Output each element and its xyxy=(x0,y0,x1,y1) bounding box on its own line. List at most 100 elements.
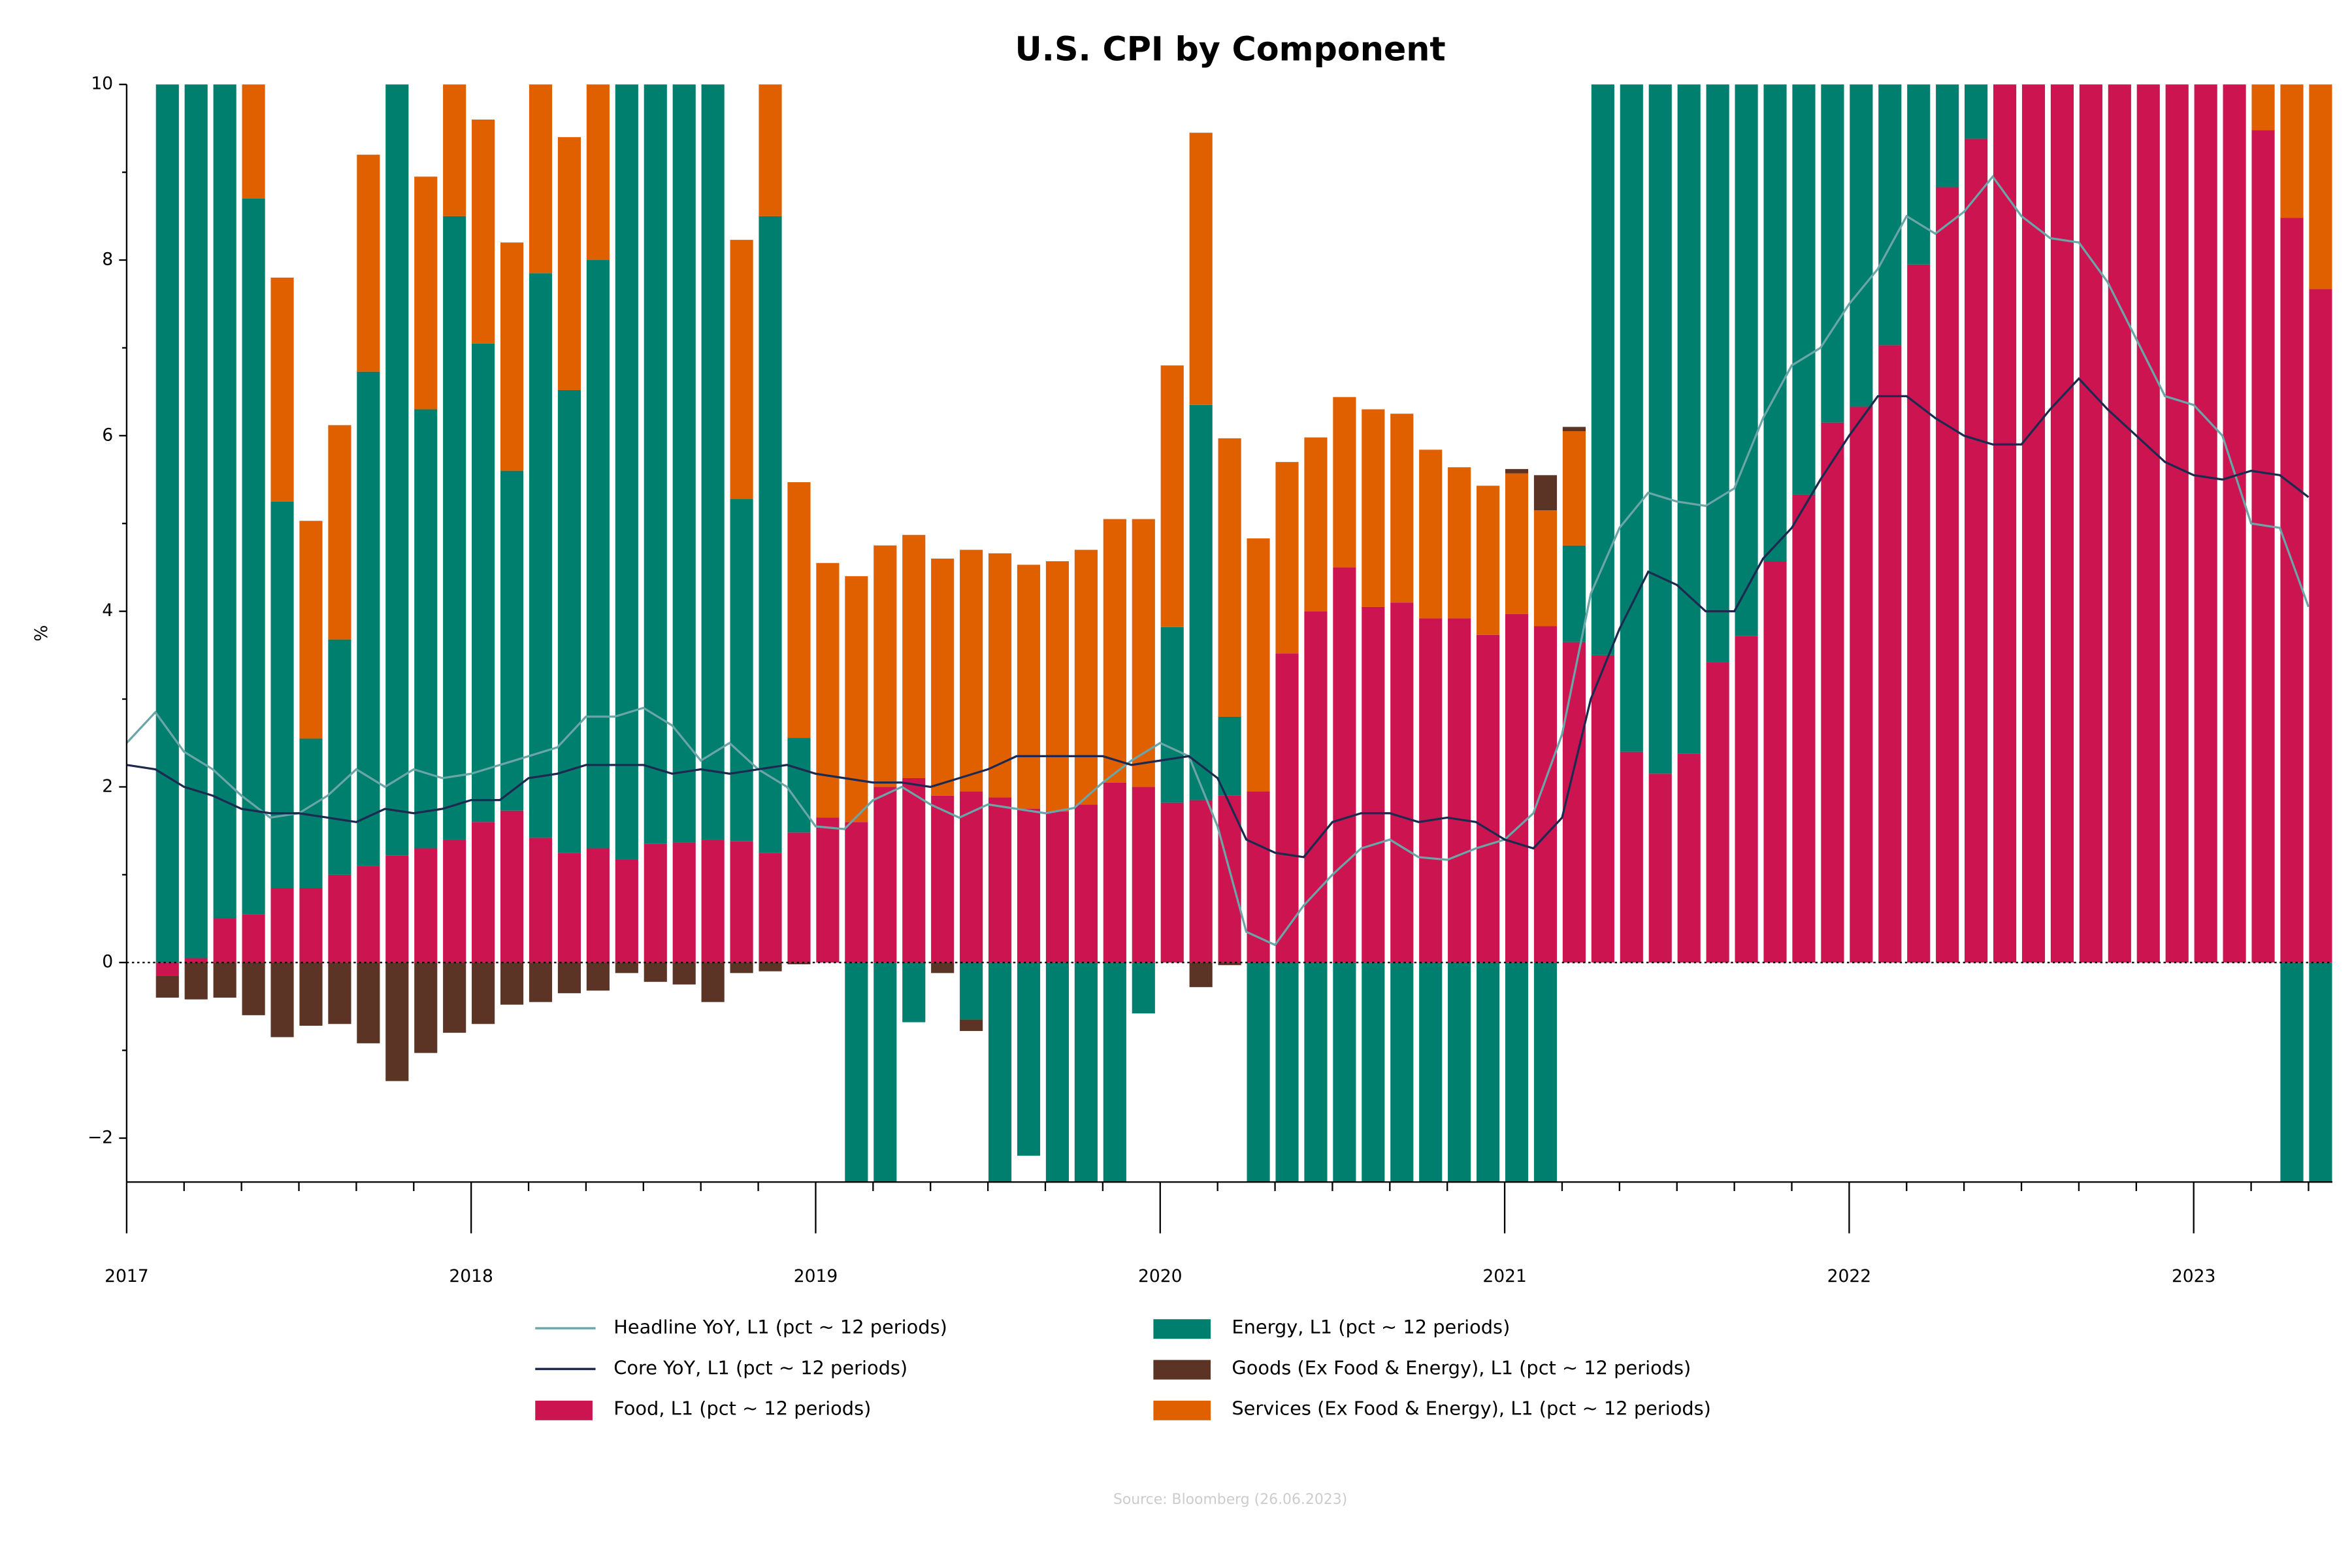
bar-segment xyxy=(1735,84,1758,636)
y-tick-label: 6 xyxy=(102,425,113,445)
bar-segment xyxy=(529,273,553,838)
bar-segment xyxy=(1505,962,1529,1183)
bar-segment xyxy=(2251,84,2275,131)
bar-segment xyxy=(672,962,696,985)
bar-segment xyxy=(759,216,782,853)
bar-segment xyxy=(270,277,294,502)
bar-segment xyxy=(1505,613,1529,963)
bar-segment xyxy=(1304,611,1328,963)
bar-segment xyxy=(500,810,524,963)
bar-segment xyxy=(874,787,897,963)
bar-segment xyxy=(2079,84,2102,963)
bar-segment xyxy=(155,84,179,963)
bar-segment xyxy=(672,84,696,843)
bar-segment xyxy=(1275,653,1299,963)
series-line xyxy=(126,377,2310,858)
bar-segment xyxy=(586,84,610,261)
bar-segment xyxy=(472,822,495,963)
bar-segment xyxy=(845,576,868,823)
bar-segment xyxy=(1936,84,1959,188)
bar-segment xyxy=(472,343,495,823)
bar-segment xyxy=(759,962,782,972)
bar-segment xyxy=(1562,545,1586,642)
bar-segment xyxy=(787,738,811,833)
bar-segment xyxy=(1677,753,1701,963)
bar-segment xyxy=(557,962,581,994)
bar-segment xyxy=(1045,561,1070,812)
bar-segment xyxy=(1419,449,1443,619)
bar-segment xyxy=(902,777,926,963)
bar-segment xyxy=(1591,655,1614,963)
bar-segment xyxy=(1505,473,1529,614)
bar-segment xyxy=(2223,0,2246,76)
bar-segment xyxy=(615,84,638,860)
bar-segment xyxy=(414,962,438,1053)
bar-segment xyxy=(874,545,897,787)
bar-segment xyxy=(529,962,553,1002)
bar-segment xyxy=(902,534,926,778)
source-note: Source: Bloomberg (26.06.2023) xyxy=(1113,1492,1347,1508)
bar-segment xyxy=(759,853,782,963)
bar-segment xyxy=(2051,0,2074,5)
bar-segment xyxy=(1132,787,1155,963)
bar-segment xyxy=(443,84,466,216)
series-line xyxy=(125,174,2310,947)
bar-segment xyxy=(2137,0,2160,5)
bar-segment xyxy=(1993,84,2017,963)
bar-segment xyxy=(1533,510,1558,627)
bar-segment xyxy=(960,791,983,963)
bar-segment xyxy=(443,840,466,963)
bar-segment xyxy=(270,887,294,963)
bar-segment xyxy=(213,919,237,963)
bar-segment xyxy=(1218,795,1241,963)
lines xyxy=(125,174,2310,947)
bar-segment xyxy=(1275,462,1299,654)
bar-segment xyxy=(672,842,696,963)
bar-segment xyxy=(701,840,725,963)
bar-segment xyxy=(1448,467,1471,619)
bar-segment xyxy=(2280,84,2304,218)
bar-segment xyxy=(1648,774,1672,963)
legend-label: Core YoY, L1 (pct ~ 12 periods) xyxy=(613,1356,907,1379)
bar-segment xyxy=(1477,634,1500,963)
bar-segment xyxy=(385,962,409,1081)
legend-swatch xyxy=(1153,1400,1211,1420)
bar-segment xyxy=(529,838,553,963)
bar-segment xyxy=(1448,962,1471,1183)
bar-segment xyxy=(270,501,294,888)
bar-segment xyxy=(1792,84,1816,495)
bar-segment xyxy=(931,962,955,973)
bar-segment xyxy=(1304,437,1328,612)
bar-segment xyxy=(615,859,638,963)
x-tick-label: 2019 xyxy=(794,1266,838,1286)
bar-segment xyxy=(328,425,351,640)
bar-segment xyxy=(299,521,323,739)
bar-segment xyxy=(1160,627,1184,803)
bar-segment xyxy=(1333,397,1356,568)
bar-segment xyxy=(1333,567,1356,963)
bar-segment xyxy=(2195,0,2217,49)
bar-segment xyxy=(1103,519,1126,783)
bar-segment xyxy=(2166,0,2189,32)
bar-segment xyxy=(1620,751,1643,963)
bar-segment xyxy=(2309,289,2332,963)
bar-segment xyxy=(816,817,840,963)
bar-segment xyxy=(816,563,840,818)
bar-segment xyxy=(644,84,667,844)
bar-segment xyxy=(1160,802,1184,963)
bar-segment xyxy=(931,795,955,963)
bar-segment xyxy=(500,962,524,1005)
bar-segment xyxy=(1419,962,1443,1183)
y-tick-label: −2 xyxy=(88,1128,113,1148)
bar-segment xyxy=(730,962,753,973)
bar-segment xyxy=(1505,468,1529,474)
x-tick-label: 2021 xyxy=(1482,1266,1526,1286)
bar-segment xyxy=(242,962,265,1015)
bar-segment xyxy=(2223,84,2246,963)
bar-segment xyxy=(1850,406,1873,963)
bar-segment xyxy=(730,498,753,841)
legend-label: Headline YoY, L1 (pct ~ 12 periods) xyxy=(613,1316,947,1338)
bar-segment xyxy=(328,874,351,963)
legend-label: Goods (Ex Food & Energy), L1 (pct ~ 12 p… xyxy=(1232,1356,1691,1379)
bar-segment xyxy=(1533,475,1558,511)
